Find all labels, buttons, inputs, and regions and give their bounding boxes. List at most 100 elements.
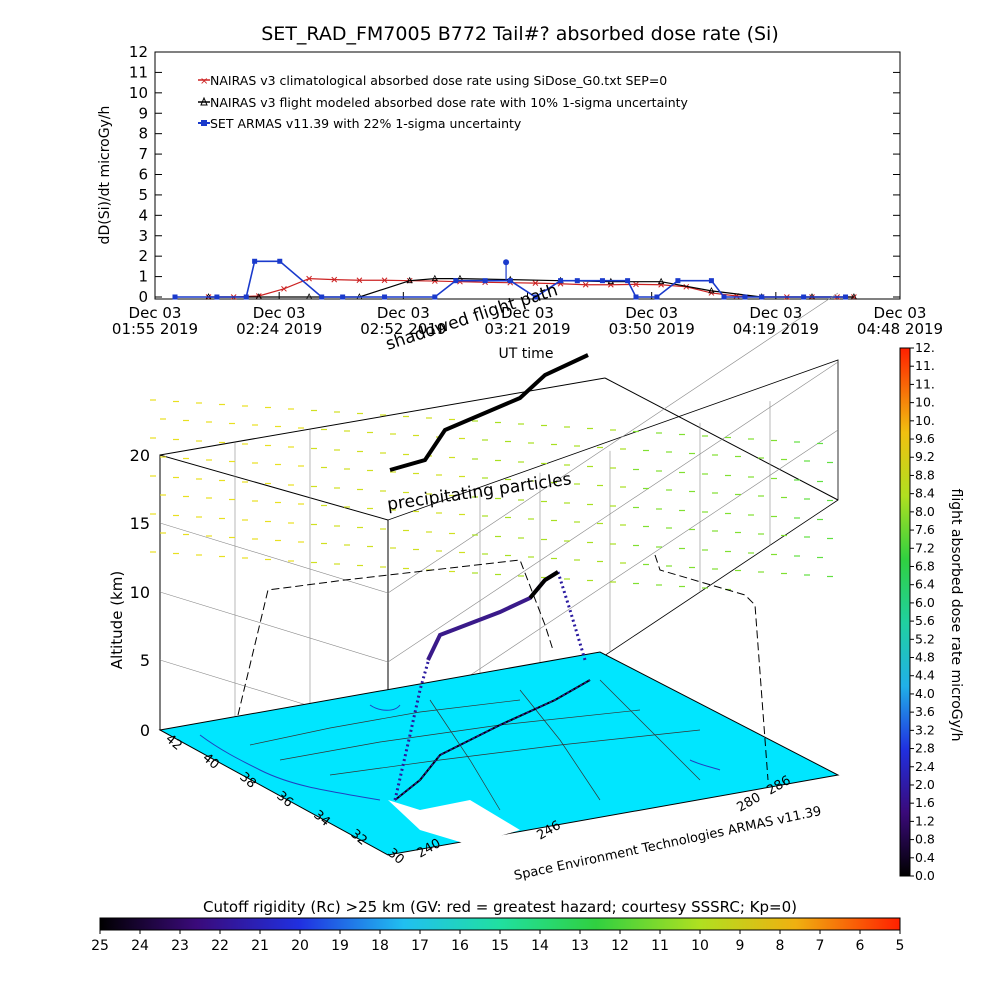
cutoff-rigidity-colorbar-tick-label: 19	[331, 938, 349, 954]
dose-rate-colorbar-tick-label: 6.0	[915, 595, 935, 610]
top-x-tick-time: 02:24 2019	[236, 320, 322, 338]
cutoff-rigidity-colorbar-tick-label: 25	[91, 938, 109, 954]
dose-rate-colorbar-tick-label: 2.4	[915, 759, 935, 774]
series-point-armas	[654, 294, 660, 300]
top-series	[172, 258, 858, 300]
top-y-tick-label: 12	[129, 43, 148, 61]
cutoff-rigidity-colorbar-tick-label: 5	[896, 938, 905, 954]
series-point-climatological	[331, 276, 338, 283]
top-x-tick-date: Dec 03	[377, 304, 430, 322]
cutoff-rigidity-colorbar-tick-label: 13	[571, 938, 589, 954]
dose-rate-colorbar-tick-label: 8.8	[915, 467, 935, 482]
back-top-edge	[159, 377, 606, 456]
wall-gridline-left	[159, 591, 389, 663]
altitude-tick-label: 0	[140, 721, 150, 740]
dose-rate-colorbar-tick-label: 7.6	[915, 522, 935, 537]
top-y-tick-label: 5	[138, 186, 148, 204]
top-x-tick-date: Dec 03	[253, 304, 306, 322]
cutoff-rigidity-colorbar-tick-label: 20	[291, 938, 309, 954]
cutoff-rigidity-colorbar-tick-label: 14	[531, 938, 549, 954]
series-point-armas	[574, 278, 580, 284]
legend-item-flight-modeled: NAIRAS v3 flight modeled absorbed dose r…	[198, 95, 689, 110]
cutoff-rigidity-colorbar-tick-label: 15	[491, 938, 509, 954]
dose-rate-colorbar-tick-label: 5.6	[915, 613, 935, 628]
series-point-flight-modeled	[431, 274, 438, 282]
series-point-climatological	[633, 281, 639, 288]
series-point-flight-modeled	[708, 286, 715, 294]
top-y-tick-label: 1	[138, 268, 148, 286]
dose-rate-colorbar-tick-label: 1.6	[915, 795, 935, 810]
flight-path-left-projection	[237, 559, 554, 716]
dose-rate-colorbar-tick-label: 4.4	[915, 668, 935, 683]
cutoff-rigidity-colorbar-label: Cutoff rigidity (Rc) >25 km (GV: red = g…	[203, 898, 797, 916]
legend-item-climatological: × NAIRAS v3 climatological absorbed dose…	[198, 73, 667, 88]
cutoff-rigidity-colorbar-tick-label: 7	[816, 938, 825, 954]
series-point-flight-modeled	[255, 293, 262, 300]
altitude-ticks: 0 5 10 15 20	[130, 446, 150, 740]
dose-rate-colorbar-tick-label: 8.0	[915, 504, 935, 519]
top-x-tick-date: Dec 03	[625, 304, 678, 322]
series-point-armas	[843, 294, 849, 300]
dose-rate-colorbar-tick-label: 11.	[915, 376, 935, 391]
top-x-tick-time: 04:48 2019	[857, 320, 943, 338]
dose-rate-colorbar: 0.0 0.4 0.8 1.2 1.6 2.0 2.4 2.8 3.2 3.6 4.0 4.4 4.8 5…	[899, 340, 964, 883]
cutoff-rigidity-colorbar-ticks: 25 24 23 22 21 20 19 18 17 16 15 14 13 12 11 10 9 8 7 6 5	[91, 930, 904, 954]
top-y-axis-label: dD(Si)/dt microGy/h	[97, 106, 113, 245]
altitude-tick-label: 10	[130, 583, 150, 602]
altitude-tick-label: 15	[130, 514, 150, 533]
dose-rate-colorbar-label: flight absorbed dose rate microGy/h	[948, 489, 964, 742]
top-y-tick-label: 2	[138, 247, 148, 265]
series-point-armas	[759, 294, 765, 300]
cutoff-rigidity-colorbar-tick-label: 22	[211, 938, 229, 954]
series-point-flight-modeled	[406, 276, 413, 284]
top-y-tick-label: 10	[129, 84, 148, 102]
wall-gridline-right	[387, 361, 839, 663]
top-y-tick-label: 8	[138, 125, 148, 143]
flight-path-top-projection	[389, 353, 589, 472]
cutoff-rigidity-colorbar-tick-label: 11	[651, 938, 669, 954]
dose-rate-colorbar-tick-label: 3.2	[915, 722, 935, 737]
top-x-tick-time: 02:52 2019	[360, 320, 446, 338]
top-x-tick-date: Dec 03	[749, 304, 802, 322]
dose-rate-colorbar-tick-label: 1.2	[915, 813, 935, 828]
back-right-edge	[604, 377, 839, 501]
top-y-tick-label: 6	[138, 166, 148, 184]
altitude-tick-label: 5	[140, 651, 150, 670]
series-point-armas	[319, 294, 325, 300]
longitude-tick-label: 280	[735, 790, 764, 815]
top-y-tick-label: 9	[138, 104, 148, 122]
top-x-tick-date: Dec 03	[501, 304, 554, 322]
dose-rate-colorbar-tick-label: 0.0	[915, 868, 935, 883]
series-point-flight-modeled	[305, 293, 313, 300]
dose-rate-colorbar-tick-label: 2.8	[915, 741, 935, 756]
series-point-armas	[633, 294, 639, 300]
flight-drop-line-end	[556, 571, 587, 661]
dose-rate-colorbar-tick-label: 9.2	[915, 449, 935, 464]
series-line-2	[175, 260, 846, 298]
dose-rate-colorbar-tick-label: 4.0	[915, 686, 935, 701]
series-point-armas	[172, 294, 178, 300]
cutoff-rigidity-colorbar-tick-label: 16	[451, 938, 469, 954]
cutoff-rigidity-colorbar-tick-label: 23	[171, 938, 189, 954]
series-point-armas	[382, 294, 388, 300]
series-point-armas	[532, 294, 538, 300]
dose-rate-colorbar-tick-label: 6.8	[915, 558, 935, 573]
map-white-area	[388, 800, 520, 845]
precipitating-particles-field	[150, 399, 833, 591]
series-point-climatological	[381, 277, 388, 284]
series-point-climatological	[532, 280, 539, 286]
series-point-flight-modeled	[850, 293, 858, 300]
dose-rate-colorbar-tick-label: 5.2	[915, 631, 935, 646]
top-y-tick-label: 7	[138, 145, 148, 163]
series-point-armas	[599, 278, 605, 284]
flight-3d-plot: shadowed flight path precipitating parti…	[108, 280, 840, 884]
wall-gridline-right	[387, 292, 839, 594]
chart-title: SET_RAD_FM7005 B772 Tail#? absorbed dose…	[261, 23, 779, 45]
series-point-climatological	[607, 281, 614, 288]
top-x-tick-time: 03:50 2019	[609, 320, 695, 338]
cutoff-rigidity-colorbar-tick-label: 17	[411, 938, 429, 954]
armas-spike-point	[503, 259, 510, 266]
series-point-climatological	[281, 285, 287, 292]
